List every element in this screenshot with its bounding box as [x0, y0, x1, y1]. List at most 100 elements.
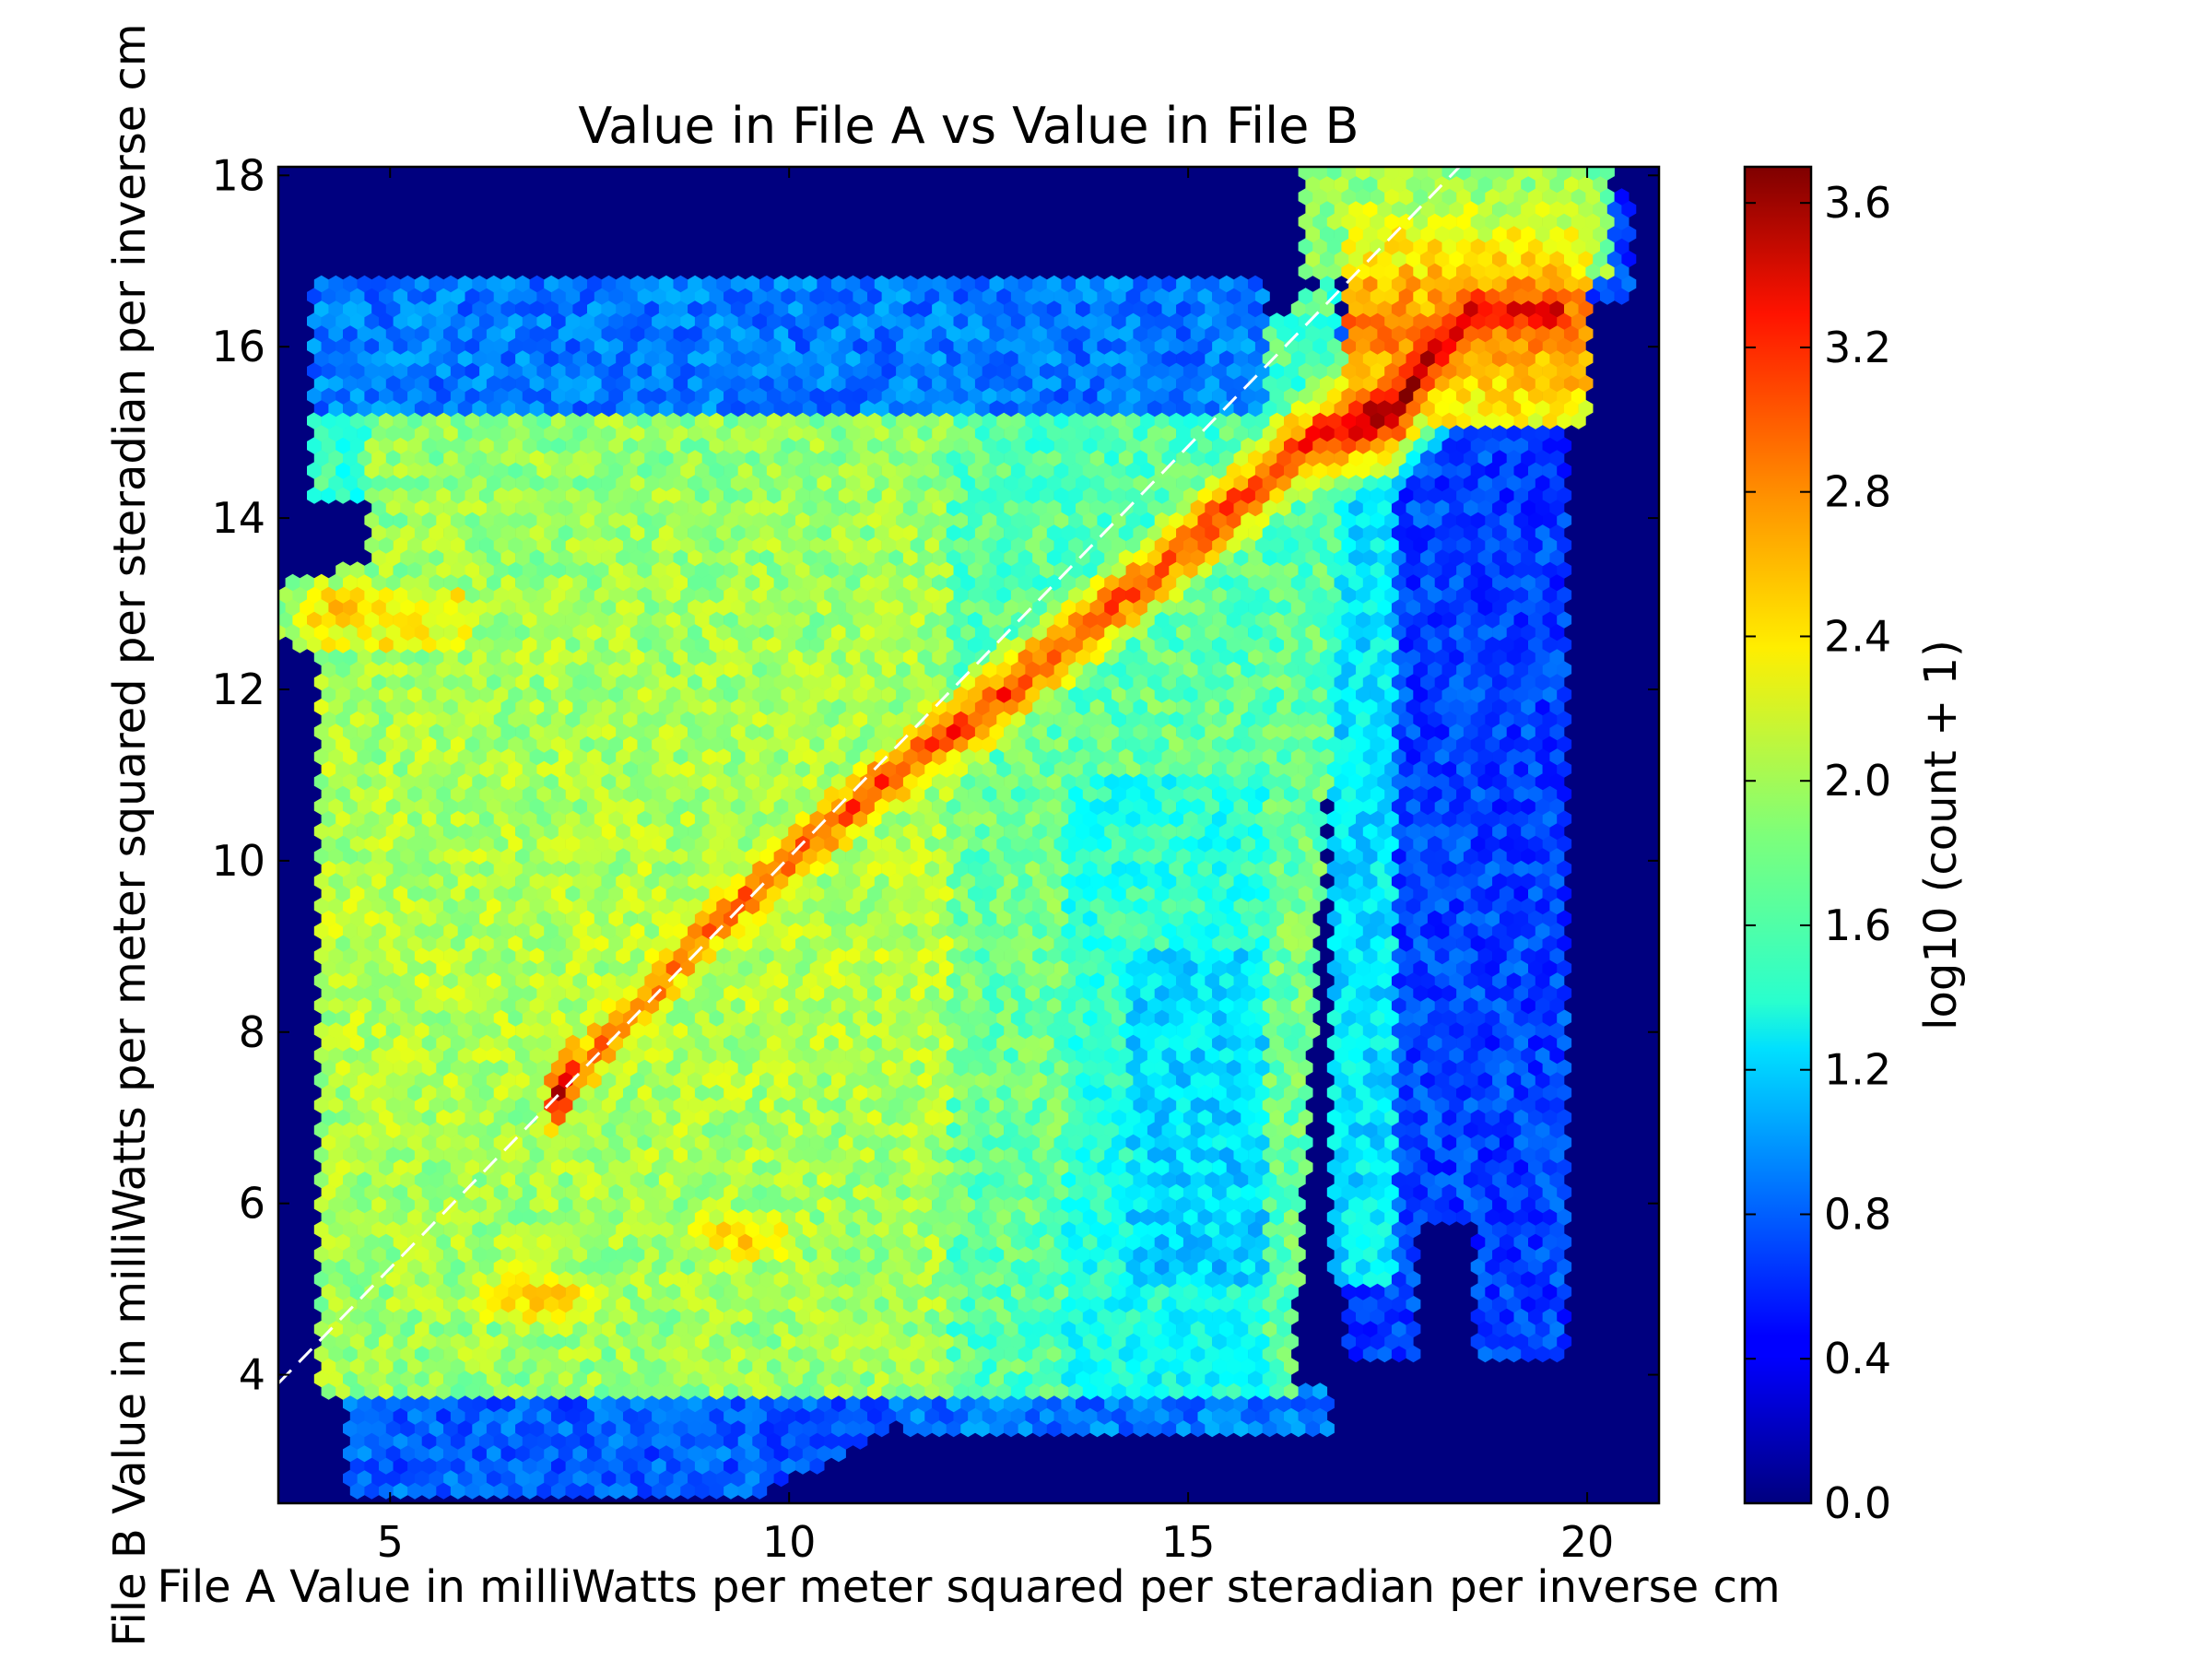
hexbin-cell	[1377, 1146, 1393, 1164]
hexbin-cell	[580, 1159, 595, 1176]
hexbin-cell	[974, 1171, 990, 1189]
hexbin-cell	[694, 1233, 710, 1251]
hexbin-cell	[472, 1345, 488, 1363]
hexbin-cell	[1176, 1394, 1191, 1413]
hexbin-cell	[544, 1270, 559, 1288]
hexbin-cell	[1154, 1233, 1170, 1251]
hexbin-cell	[982, 1134, 997, 1151]
hexbin-cell	[551, 1258, 566, 1276]
hexbin-cell	[522, 1457, 537, 1475]
hexbin-cell	[407, 1407, 422, 1425]
hexbin-cell	[486, 1220, 501, 1239]
hexbin-cell	[1032, 1171, 1048, 1189]
hexbin-cell	[1190, 1320, 1206, 1338]
hexbin-cell	[457, 1394, 473, 1413]
hexbin-cell	[364, 1482, 380, 1500]
hexbin-cell	[1513, 1233, 1529, 1251]
hexbin-cell	[1434, 1195, 1450, 1214]
hexbin-cell	[587, 1444, 602, 1463]
hexbin-cell	[730, 1345, 746, 1363]
hexbin-cell	[1061, 1146, 1077, 1164]
hexbin-cell	[974, 1195, 990, 1214]
hexbin-cell	[1506, 1320, 1522, 1338]
hexbin-cell	[788, 1195, 804, 1214]
hexbin-cell	[580, 1233, 595, 1251]
hexbin-cell	[781, 1134, 796, 1151]
hexbin-cell	[1254, 1407, 1270, 1425]
hexbin-cell	[414, 1320, 429, 1338]
hexbin-cell	[429, 1419, 444, 1438]
hexbin-cell	[1046, 1195, 1062, 1214]
hexbin-cell	[436, 1358, 452, 1375]
hexbin-cell	[407, 1382, 422, 1400]
hexbin-cell	[896, 1258, 911, 1276]
hexbin-cell	[465, 1308, 480, 1325]
hexbin-cell	[1254, 1382, 1270, 1400]
hexbin-cell	[673, 1345, 688, 1363]
hexbin-cell	[629, 1295, 645, 1313]
hexbin-cell	[1040, 1134, 1054, 1151]
hexbin-cell	[1262, 1320, 1277, 1338]
hexbin-cell	[1241, 1134, 1256, 1151]
hexbin-cell	[665, 1258, 681, 1276]
hexbin-cell	[472, 1444, 488, 1463]
hexbin-cell	[716, 1171, 732, 1189]
hexbin-cell	[1485, 1233, 1500, 1251]
hexbin-cell	[421, 1183, 437, 1201]
hexbin-cell	[515, 1469, 530, 1488]
hexbin-cell	[313, 1295, 329, 1313]
hexbin-cell	[644, 1171, 660, 1189]
hexbin-cell	[737, 1258, 753, 1276]
hexbin-cell	[680, 1159, 696, 1176]
hexbin-cell	[932, 1419, 947, 1438]
hexbin-cell	[1212, 1283, 1227, 1300]
hexbin-cell	[1046, 1270, 1062, 1288]
hexbin-cell	[594, 1358, 609, 1375]
hexbin-cell	[544, 1444, 559, 1463]
hexbin-cell	[1557, 1159, 1572, 1176]
hexbin-cell	[328, 1220, 344, 1239]
hexbin-cell	[752, 1159, 768, 1176]
hexbin-cell	[1010, 1308, 1026, 1325]
hexbin-cell	[1341, 1208, 1357, 1226]
hexbin-cell	[1542, 1308, 1558, 1325]
hexbin-cell	[1226, 1159, 1241, 1176]
hexbin-cell	[795, 1183, 810, 1201]
hexbin-cell	[1384, 1183, 1400, 1201]
hexbin-cell	[974, 1146, 990, 1164]
hexbin-cell	[1197, 1283, 1213, 1300]
hexbin-cell	[522, 1283, 537, 1300]
hexbin-cell	[1284, 1358, 1299, 1375]
hexbin-cell	[1226, 1283, 1241, 1300]
hexbin-cell	[529, 1444, 545, 1463]
hexbin-cell	[1125, 1258, 1141, 1276]
hexbin-cell	[795, 1457, 810, 1475]
hexbin-cell	[1061, 1370, 1077, 1388]
hexbin-cell	[724, 1407, 738, 1425]
hexbin-cell	[737, 1482, 753, 1500]
hexbin-cell	[1161, 1220, 1177, 1239]
hexbin-cell	[1076, 1270, 1090, 1288]
hexbin-cell	[881, 1183, 897, 1201]
hexbin-cell	[773, 1419, 789, 1438]
hexbin-cell	[493, 1258, 509, 1276]
hexbin-cell	[1076, 1345, 1090, 1363]
hexbin-cell	[1521, 1345, 1536, 1363]
hexbin-cell	[795, 1333, 810, 1350]
hexbin-cell	[1218, 1394, 1234, 1413]
hexbin-cell	[1118, 1419, 1134, 1438]
hexbin-cell	[1169, 1233, 1184, 1251]
hexbin-cell	[594, 1258, 609, 1276]
hexbin-cell	[343, 1245, 358, 1264]
hexbin-cell	[838, 1382, 853, 1400]
hexbin-cell	[1362, 1320, 1378, 1338]
hexbin-cell	[1290, 1220, 1306, 1239]
hexbin-cell	[809, 1333, 825, 1350]
hexbin-cell	[709, 1358, 724, 1375]
hexbin-cell	[845, 1146, 861, 1164]
hexbin-cell	[694, 1283, 710, 1300]
hexbin-cell	[1284, 1208, 1299, 1226]
hexbin-cell	[838, 1333, 853, 1350]
hexbin-cell	[400, 1345, 416, 1363]
hexbin-cell	[1154, 1208, 1170, 1226]
